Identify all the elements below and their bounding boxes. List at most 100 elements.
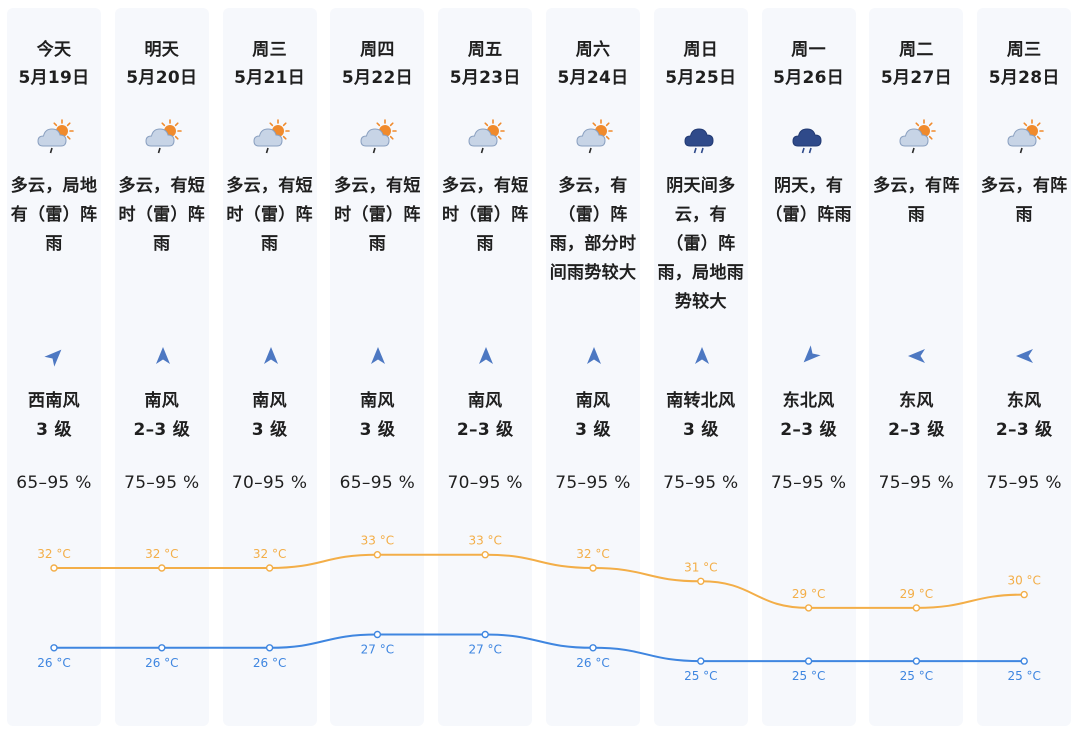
weather-description-line: 有（雷）阵	[10, 205, 98, 225]
weather-description: 多云，有短时（雷）阵雨	[115, 172, 209, 259]
weather-description-line: 时（雷）阵	[226, 205, 313, 225]
low-temp-point	[265, 644, 274, 652]
wind-direction-arrow-icon	[583, 345, 605, 367]
date-label: 5月25日	[665, 68, 737, 88]
weather-description-line: 多云，有短	[226, 176, 313, 196]
low-temp-point	[697, 657, 705, 665]
wind-direction: 南风	[252, 391, 287, 411]
weather-description-line: （雷）阵	[666, 234, 736, 254]
partly-cloudy-rain-icon	[896, 118, 938, 160]
weather-description: 阴天，有 （雷）阵雨	[762, 172, 856, 230]
humidity-range: 70–95 %	[447, 473, 523, 493]
wind-direction-arrow-icon	[44, 345, 66, 367]
wind-direction: 南风	[575, 391, 611, 411]
date-label: 5月27日	[880, 68, 952, 88]
low-temp-label: 27 °C	[361, 643, 394, 657]
dark-cloud-rain-icon	[681, 118, 723, 160]
weather-description: 多云，有 （雷）阵雨，部分时间雨势较大	[546, 172, 640, 288]
date-label: 5月20日	[126, 68, 198, 88]
wind-level: 3 级	[251, 420, 288, 440]
weekday-label: 周六	[575, 40, 611, 60]
high-temp-point	[804, 604, 813, 612]
weekday-label: 周三	[1006, 40, 1042, 60]
humidity-range: 75–95 %	[663, 473, 739, 493]
weather-description: 多云，局地 有（雷）阵雨	[7, 172, 101, 259]
low-temp-point	[50, 644, 58, 652]
wind-level: 2–3 级	[888, 420, 945, 440]
high-temp-label: 30 °C	[1007, 574, 1040, 588]
weekday-label: 周二	[899, 40, 934, 60]
weather-description-line: 雨	[1015, 205, 1033, 225]
wind-direction: 东北风	[782, 391, 835, 411]
wind-direction: 东风	[1006, 391, 1042, 411]
partly-cloudy-rain-icon	[1004, 118, 1046, 160]
high-temp-label: 32 °C	[37, 547, 70, 561]
humidity-range: 70–95 %	[231, 473, 308, 493]
day-column: 周四 5月22日 多云，有短 时（雷）阵雨南风 3 级 65–95 %	[330, 8, 425, 726]
weather-description-line: 时（雷）阵	[441, 205, 529, 225]
humidity-range: 65–95 %	[16, 473, 92, 493]
weather-description-line: 雨	[153, 234, 171, 254]
humidity-range: 75–95 %	[986, 473, 1062, 493]
weather-description-line: 多云，有短	[118, 176, 206, 196]
wind-level: 2–3 级	[995, 420, 1053, 440]
high-temp-point	[265, 564, 274, 572]
wind-direction: 南风	[467, 391, 503, 411]
weather-description: 多云，有阵雨	[977, 172, 1071, 230]
weather-description-line: 时（雷）阵	[118, 205, 206, 225]
date-label: 5月24日	[557, 68, 629, 88]
low-temp-label: 26 °C	[576, 656, 609, 670]
high-temp-label: 33 °C	[361, 534, 394, 548]
date-label: 5月19日	[18, 68, 90, 88]
wind-direction-arrow-icon	[1014, 345, 1036, 367]
weather-description-line: 势较大	[674, 292, 727, 312]
wind-level: 3 级	[682, 420, 719, 440]
humidity-range: 65–95 %	[339, 473, 416, 493]
low-temp-point	[589, 644, 597, 652]
high-temp-label: 33 °C	[468, 534, 501, 548]
low-temp-label: 25 °C	[900, 669, 933, 683]
date-label: 5月23日	[449, 68, 521, 88]
low-temp-label: 25 °C	[684, 669, 717, 683]
wind-direction: 南风	[360, 391, 395, 411]
day-column: 周三 5月21日多云，有短时（雷）阵雨南风 3 级 70–95 %	[222, 8, 317, 726]
weekday-label: 周三	[252, 40, 287, 60]
day-column: 周五 5月23日 多云，有短 时（雷）阵雨南风 2–3 级 70–95 %	[438, 8, 533, 726]
date-label: 5月21日	[234, 68, 306, 88]
weather-description-line: 云，有	[674, 205, 727, 225]
low-temp-label: 26 °C	[145, 656, 178, 670]
high-temp-label: 29 °C	[900, 587, 933, 601]
low-temp-point	[912, 657, 921, 665]
partly-cloudy-rain-icon	[250, 118, 292, 160]
humidity-range: 75–95 %	[555, 473, 631, 493]
high-temp-point	[158, 564, 166, 572]
weather-description-line: 雨	[260, 234, 279, 254]
day-column: 周三 5月28日 多云，有阵雨东风 2–3 级 75–95 %	[977, 8, 1072, 726]
wind-direction: 南风	[144, 391, 180, 411]
partly-cloudy-rain-icon	[357, 118, 399, 160]
wind-direction-arrow-icon	[475, 345, 497, 367]
weather-description-line: （雷）阵	[558, 205, 628, 225]
weather-description-line: 多云，有	[558, 176, 628, 196]
low-temp-label: 25 °C	[792, 669, 825, 683]
weather-description-line: 间雨势较大	[549, 263, 637, 283]
humidity-range: 75–95 %	[878, 473, 955, 493]
weather-description-line: 阴天间多	[666, 176, 736, 196]
weekday-label: 周五	[467, 40, 503, 60]
low-temp-point	[158, 644, 166, 652]
weather-description-line: 阴天，有	[773, 176, 844, 196]
weather-description-line: 多云，有阵	[873, 176, 960, 196]
weather-description-line: 多云，有短	[334, 176, 421, 196]
humidity-range: 75–95 %	[124, 473, 200, 493]
high-temp-point	[373, 551, 382, 559]
high-temp-label: 29 °C	[792, 587, 825, 601]
weather-description-line: 雨，部分时	[549, 234, 637, 254]
weather-description: 多云，有短 时（雷）阵雨	[330, 172, 424, 259]
wind-direction-arrow-icon	[691, 345, 713, 367]
low-temp-label: 25 °C	[1007, 669, 1040, 683]
wind-direction-arrow-icon	[152, 345, 174, 367]
day-column: 明天 5月20日 多云，有短 时（雷）阵雨南风 2–3 级 75–95 %	[114, 8, 209, 726]
weather-description-line: 雨	[907, 205, 926, 225]
